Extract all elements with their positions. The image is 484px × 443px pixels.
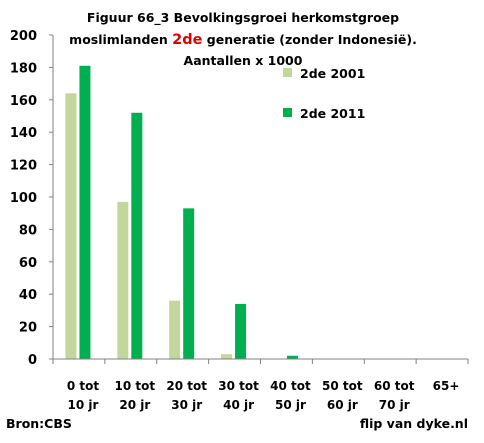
bar-2de-2011	[183, 208, 195, 359]
chart-title-line: Figuur 66_3 Bevolkingsgroei herkomstgroe…	[87, 10, 399, 26]
y-tick-label: 200	[10, 29, 37, 44]
x-tick-label-line: 20 jr	[119, 398, 150, 412]
credit-label: flip van dyke.nl	[360, 416, 468, 431]
legend-label: 2de 2011	[300, 106, 365, 121]
x-tick-label-line: 50 tot	[322, 379, 363, 393]
x-tick-label-line: 10 jr	[67, 398, 98, 412]
x-tick-label-line: 30 tot	[218, 379, 259, 393]
chart-title-line: moslimlanden 2de generatie (zonder Indon…	[69, 32, 417, 48]
x-tick-label: 65+	[433, 379, 460, 393]
x-tick-label-line: 30 jr	[171, 398, 202, 412]
x-tick-label-line: 60 tot	[374, 379, 415, 393]
x-tick-label: 40 tot 50 jr	[270, 379, 311, 412]
x-tick-label: 0 tot 10 jr	[67, 379, 100, 412]
x-tick-label-line: 50 jr	[275, 398, 306, 412]
y-tick-label: 160	[10, 94, 37, 109]
y-tick-label: 180	[10, 61, 37, 76]
bar-2de-2011	[286, 355, 298, 359]
legend-swatch	[283, 108, 292, 117]
x-tick-label: 20 tot 30 jr	[166, 379, 207, 412]
chart-title-text: 2de	[172, 32, 202, 48]
x-tick-label-line: 65+	[433, 379, 460, 393]
bar-2de-2011	[79, 65, 91, 359]
x-tick-label-line: 60 jr	[327, 398, 358, 412]
x-tick-label-line: 70 jr	[379, 398, 410, 412]
x-tick-label-line: 10 tot	[115, 379, 156, 393]
x-tick-label-line: 20 tot	[166, 379, 207, 393]
y-axis: 0 20 40 60 80 100 120 140 160 180 200	[10, 29, 54, 368]
chart-title-text: Figuur 66_3 Bevolkingsgroei herkomstgroe…	[87, 10, 399, 26]
bar-2de-2011	[131, 112, 143, 359]
bar-2de-2011	[235, 303, 247, 359]
x-tick-label: 60 tot 70 jr	[374, 379, 415, 412]
y-tick-label: 0	[28, 353, 37, 368]
legend-label: 2de 2001	[300, 66, 365, 81]
x-tick-label-line: 0 tot	[67, 379, 100, 393]
bars	[65, 65, 298, 359]
y-tick-label: 80	[19, 223, 37, 238]
bar-2de-2001	[221, 354, 233, 359]
bar-2de-2001	[65, 93, 77, 359]
x-tick-label: 10 tot 20 jr	[115, 379, 156, 412]
y-tick-label: 140	[10, 126, 37, 141]
chart-title-line: Aantallen x 1000	[184, 53, 303, 68]
x-tick-label-line: 40 jr	[223, 398, 254, 412]
x-axis: 0 tot 10 jr 10 tot 20 jr 20 tot 30 jr 30 tot 40…	[52, 358, 469, 412]
source-label: Bron:CBS	[6, 416, 72, 431]
x-tick-label: 30 tot 40 jr	[218, 379, 259, 412]
legend-swatch	[283, 68, 292, 77]
y-tick-label: 20	[19, 321, 37, 336]
bar-2de-2001	[117, 201, 129, 359]
legend: 2de 2001 2de 2011	[283, 66, 365, 121]
y-tick-label: 100	[10, 191, 37, 206]
x-tick-label-line: 40 tot	[270, 379, 311, 393]
y-tick-label: 120	[10, 159, 37, 174]
y-tick-label: 40	[19, 288, 37, 303]
x-tick-label: 50 tot 60 jr	[322, 379, 363, 412]
chart-title-text: generatie (zonder Indonesië).	[202, 32, 416, 47]
bar-2de-2001	[169, 300, 181, 359]
chart-title-text: moslimlanden	[69, 32, 172, 47]
y-tick-label: 60	[19, 256, 37, 271]
chart-title: Figuur 66_3 Bevolkingsgroei herkomstgroe…	[69, 10, 417, 68]
chart-title-text: Aantallen x 1000	[184, 53, 303, 68]
